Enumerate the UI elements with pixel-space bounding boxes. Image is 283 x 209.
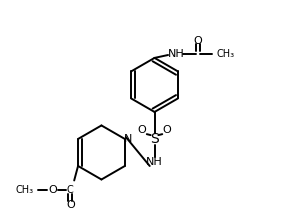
Text: CH₃: CH₃	[216, 49, 234, 59]
Text: O: O	[49, 185, 57, 195]
Text: S: S	[150, 132, 159, 146]
Text: O: O	[194, 36, 202, 46]
Text: NH: NH	[167, 49, 184, 59]
Text: C: C	[67, 185, 74, 195]
Text: O: O	[66, 200, 75, 209]
Text: O: O	[163, 125, 171, 135]
Text: NH: NH	[146, 157, 163, 167]
Text: CH₃: CH₃	[16, 185, 34, 195]
Text: O: O	[138, 125, 146, 135]
Text: N: N	[124, 134, 132, 144]
